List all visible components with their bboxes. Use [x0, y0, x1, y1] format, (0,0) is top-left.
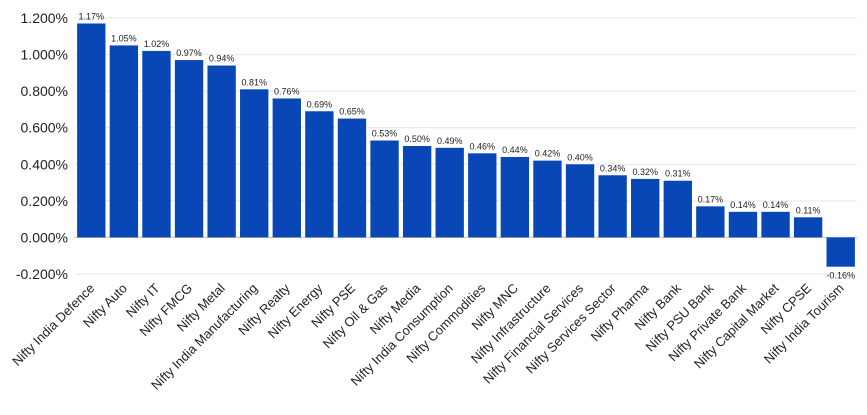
data-label: -0.16% — [826, 271, 855, 281]
gridlines — [75, 17, 857, 275]
data-label: 0.34% — [600, 163, 626, 173]
data-label: 0.40% — [567, 152, 593, 162]
bar — [305, 111, 334, 238]
data-label: 0.14% — [763, 200, 789, 210]
bar — [240, 89, 269, 238]
y-tick-label: 0.400% — [21, 156, 68, 172]
bar — [793, 217, 823, 238]
bar — [272, 98, 301, 238]
data-label: 0.76% — [274, 86, 300, 96]
bar — [370, 140, 399, 238]
bar — [435, 147, 464, 238]
y-tick-label: 1.000% — [21, 47, 68, 63]
bar — [826, 237, 855, 267]
data-label: 1.02% — [144, 39, 170, 49]
y-tick-label: 0.200% — [21, 193, 68, 209]
data-label: 0.65% — [339, 107, 365, 117]
data-label: 0.46% — [470, 141, 496, 151]
data-label: 0.42% — [535, 149, 561, 159]
y-tick-label: 0.800% — [21, 83, 68, 99]
data-label: 0.97% — [176, 48, 202, 58]
y-tick-label: 0.600% — [21, 120, 68, 136]
bar — [109, 45, 139, 238]
bar — [761, 211, 790, 238]
bar — [500, 156, 530, 238]
data-labels: 1.17% 1.05% 1.02% 0.97% 0.94% 0.81% 0.76% 0.69%… — [79, 11, 855, 280]
bar — [337, 118, 367, 238]
data-label: 0.49% — [437, 136, 463, 146]
bar — [533, 160, 562, 238]
y-axis-ticks: 1.200% 1.000% 0.800% 0.600% 0.400% 0.200% 0.00… — [16, 10, 68, 282]
data-label: 0.11% — [796, 205, 821, 215]
data-label: 0.31% — [665, 169, 691, 179]
bar — [174, 60, 204, 238]
bar — [402, 146, 432, 238]
data-label: 0.17% — [698, 194, 724, 204]
bar — [565, 164, 595, 238]
y-tick-label: 1.200% — [21, 10, 68, 26]
data-label: 0.50% — [404, 134, 430, 144]
bar — [77, 23, 106, 238]
bar — [598, 175, 627, 238]
data-label: 0.94% — [209, 54, 235, 64]
data-label: 0.44% — [502, 145, 528, 155]
data-label: 1.05% — [111, 33, 137, 43]
data-label: 1.17% — [79, 11, 105, 21]
data-label: 0.53% — [372, 129, 398, 139]
bars — [77, 23, 855, 267]
y-tick-label: -0.200% — [16, 266, 68, 282]
bar — [468, 153, 497, 238]
data-label: 0.32% — [632, 167, 658, 177]
bar — [663, 180, 692, 238]
data-label: 0.14% — [730, 200, 756, 210]
y-tick-label: 0.000% — [21, 229, 68, 245]
data-label: 0.81% — [241, 77, 267, 87]
bar — [631, 178, 660, 238]
bar — [696, 206, 725, 238]
bar — [728, 211, 758, 238]
data-label: 0.69% — [307, 99, 333, 109]
bar — [207, 65, 236, 238]
bar — [142, 50, 171, 238]
